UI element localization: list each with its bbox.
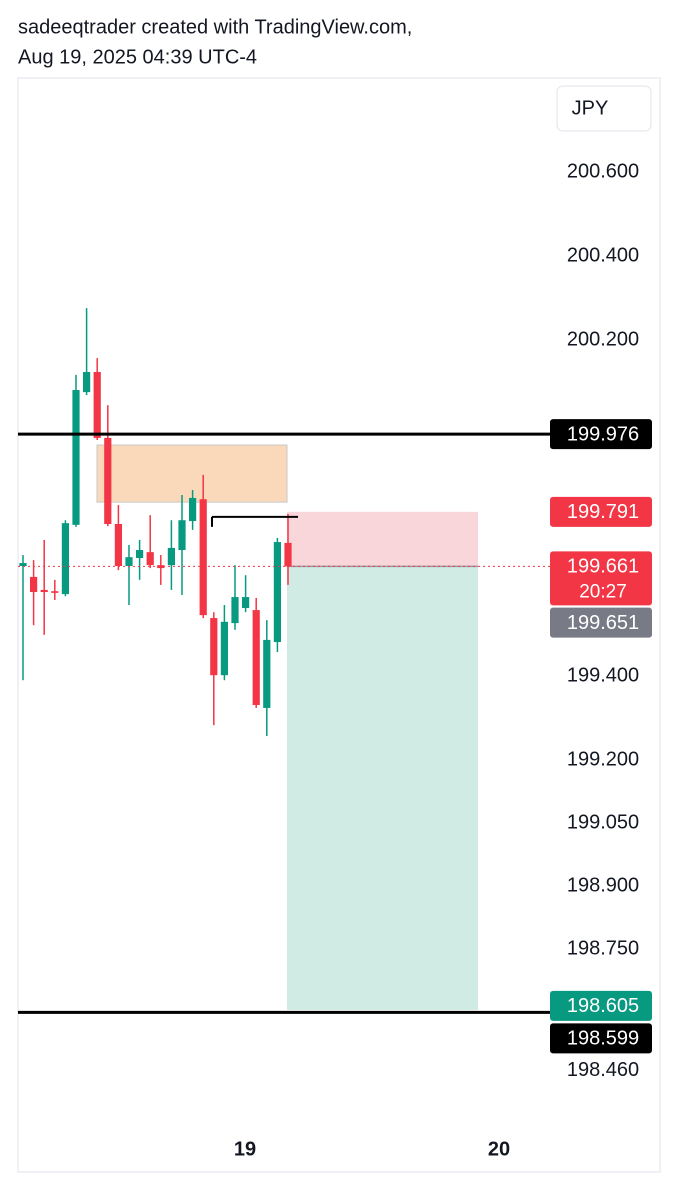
candle-body <box>199 499 207 616</box>
candle-body <box>61 523 69 595</box>
candle-body <box>136 550 144 559</box>
candle-body <box>72 390 80 525</box>
candle-body <box>252 610 260 706</box>
candle-body <box>104 437 112 524</box>
x-tick-label: 20 <box>488 1138 510 1160</box>
x-tick-label: 19 <box>234 1138 256 1160</box>
candle-body <box>51 591 59 593</box>
candle-body <box>114 523 122 566</box>
target-zone <box>287 566 478 1010</box>
candle-body <box>178 520 186 551</box>
candle-body <box>167 547 175 566</box>
price-label-bg <box>550 1023 652 1054</box>
y-tick-label: 200.400 <box>567 244 639 266</box>
header-line1: sadeeqtrader created with TradingView.co… <box>18 16 412 38</box>
candle-body <box>125 557 133 566</box>
candle-body <box>19 563 27 566</box>
price-label-bg <box>550 496 652 527</box>
currency: JPY <box>572 97 609 119</box>
price-label-bg <box>550 419 652 450</box>
candle-body <box>146 552 154 566</box>
y-tick-label: 199.200 <box>567 748 639 770</box>
currency-box <box>556 85 652 132</box>
price-label: 199.651 <box>567 612 639 634</box>
price-label: 199.976 <box>567 423 639 445</box>
candle-body <box>93 371 101 438</box>
y-tick-label: 198.750 <box>567 937 639 959</box>
price-label-bg <box>550 551 652 606</box>
y-tick-label: 200.200 <box>567 328 639 350</box>
chart-frame <box>17 77 661 1173</box>
candle-body <box>263 639 271 708</box>
y-tick-label: 198.460 <box>567 1059 639 1081</box>
stop-zone <box>287 511 478 567</box>
candle-body <box>189 497 197 522</box>
candle-body <box>273 542 281 643</box>
price-label: 198.599 <box>567 1028 639 1050</box>
candle-body <box>157 565 165 569</box>
candle-body <box>242 597 250 608</box>
price-label: 199.661 <box>567 556 639 578</box>
y-tick-label: 200.600 <box>567 160 639 182</box>
candle-body <box>210 618 218 676</box>
y-tick-label: 199.400 <box>567 664 639 686</box>
candle-body <box>231 597 239 624</box>
candle-body <box>220 621 228 676</box>
y-tick-label: 199.050 <box>567 811 639 833</box>
price-label-bg <box>550 607 652 638</box>
candle-body <box>284 542 292 567</box>
candle-body <box>30 576 38 593</box>
price-label: 198.605 <box>567 995 639 1017</box>
countdown: 20:27 <box>579 581 627 602</box>
price-label-bg <box>550 990 652 1021</box>
candle-body <box>83 371 91 393</box>
price-label: 199.791 <box>567 501 639 523</box>
y-tick-label: 198.900 <box>567 874 639 896</box>
header-line2: Aug 19, 2025 04:39 UTC-4 <box>18 46 257 68</box>
candle-body <box>40 589 48 593</box>
